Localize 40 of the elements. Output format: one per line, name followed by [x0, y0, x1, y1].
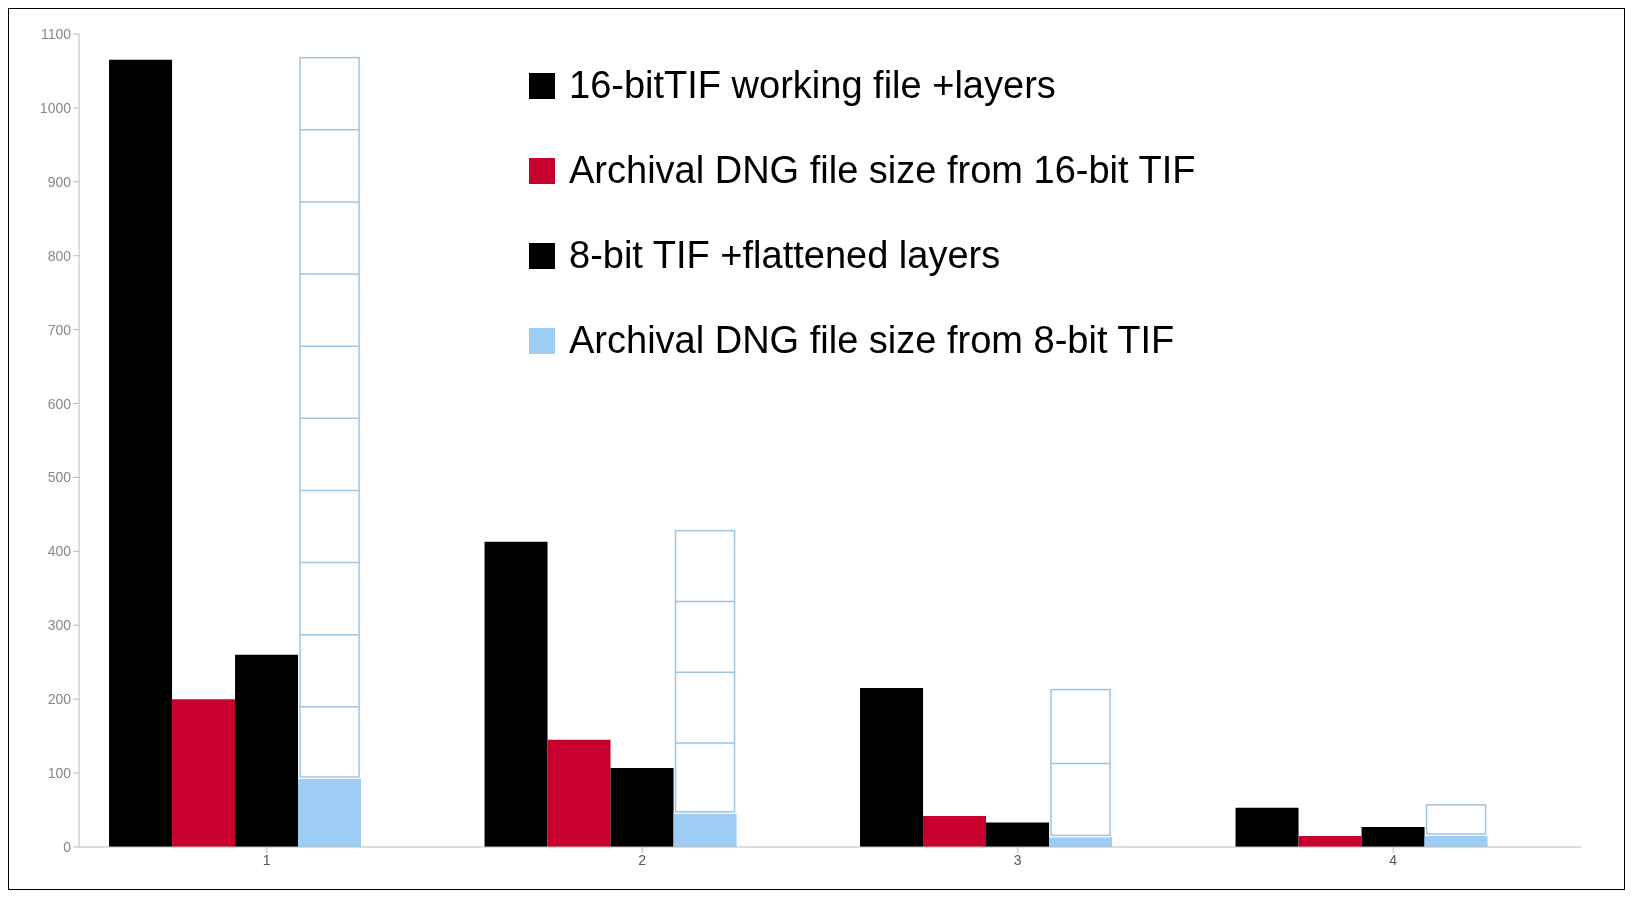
bar [1425, 804, 1487, 835]
y-tick-label: 1100 [40, 25, 72, 42]
bar [1298, 835, 1362, 847]
bar [172, 699, 236, 847]
bar [860, 688, 924, 847]
legend-label: 8-bit TIF +flattened layers [569, 234, 1001, 277]
x-tick-label: 1 [262, 851, 271, 868]
bar [235, 654, 299, 847]
legend-label: 16-bitTIF working file +layers [569, 64, 1056, 107]
y-tick-label: 100 [47, 765, 72, 782]
y-tick-label: 700 [47, 321, 72, 338]
bar [299, 56, 360, 778]
bar [1361, 827, 1425, 847]
bar [298, 779, 362, 847]
bar [673, 813, 737, 847]
bar [1235, 807, 1299, 847]
x-tick-label: 3 [1013, 851, 1022, 868]
x-tick-label: 4 [1389, 851, 1398, 868]
y-tick-label: 200 [47, 691, 72, 708]
bar [674, 529, 736, 813]
y-tick-label: 400 [47, 543, 72, 560]
y-tick-label: 600 [47, 395, 72, 412]
bar [610, 767, 674, 847]
y-tick-label: 500 [47, 469, 72, 486]
legend-label: Archival DNG file size from 16-bit TIF [569, 149, 1196, 192]
bar [923, 815, 987, 847]
bar [1424, 835, 1488, 847]
bar [986, 822, 1050, 847]
legend-label: Archival DNG file size from 8-bit TIF [569, 319, 1175, 362]
bar [109, 59, 173, 847]
y-tick-label: 300 [47, 617, 72, 634]
bar [1049, 837, 1113, 847]
bar [547, 739, 611, 847]
y-tick-label: 1000 [39, 99, 72, 116]
y-tick-label: 0 [63, 838, 72, 855]
y-tick-label: 800 [47, 247, 72, 264]
bar [1050, 688, 1111, 837]
y-tick-label: 900 [47, 173, 72, 190]
bar [484, 541, 548, 847]
x-tick-label: 2 [638, 851, 647, 868]
